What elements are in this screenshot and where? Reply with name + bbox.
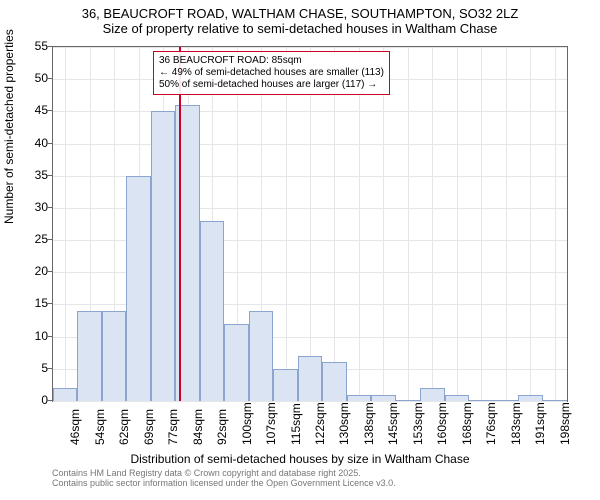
ytick-label: 45 bbox=[8, 103, 48, 117]
ytick-label: 50 bbox=[8, 71, 48, 85]
y-axis-label: Number of semi-detached properties bbox=[2, 29, 16, 224]
gridline-v bbox=[383, 47, 384, 401]
ytick-label: 10 bbox=[8, 329, 48, 343]
ytick-label: 5 bbox=[8, 361, 48, 375]
gridline-v bbox=[310, 47, 311, 401]
gridline-v bbox=[530, 47, 531, 401]
xtick-label: 107sqm bbox=[264, 402, 278, 445]
ytick-label: 55 bbox=[8, 39, 48, 53]
ytick-label: 30 bbox=[8, 200, 48, 214]
gridline-v bbox=[481, 47, 482, 401]
gridline-v bbox=[457, 47, 458, 401]
chart-container: 36, BEAUCROFT ROAD, WALTHAM CHASE, SOUTH… bbox=[0, 0, 600, 500]
xtick-label: 191sqm bbox=[533, 402, 547, 445]
ytick-label: 25 bbox=[8, 232, 48, 246]
gridline-v bbox=[555, 47, 556, 401]
histogram-bar bbox=[77, 311, 101, 401]
histogram-bar bbox=[518, 395, 542, 401]
histogram-bar bbox=[249, 311, 273, 401]
histogram-bar bbox=[445, 395, 469, 401]
xtick-label: 168sqm bbox=[460, 402, 474, 445]
xtick-label: 138sqm bbox=[362, 402, 376, 445]
xtick-label: 46sqm bbox=[68, 409, 82, 445]
xtick-label: 62sqm bbox=[117, 409, 131, 445]
histogram-bar bbox=[102, 311, 126, 401]
ytick-label: 20 bbox=[8, 264, 48, 278]
histogram-bar bbox=[151, 111, 175, 401]
gridline-v bbox=[408, 47, 409, 401]
xtick-label: 198sqm bbox=[558, 402, 572, 445]
histogram-bar bbox=[420, 388, 444, 401]
histogram-bar bbox=[126, 176, 150, 401]
ytick-label: 0 bbox=[8, 393, 48, 407]
annotation-box: 36 BEAUCROFT ROAD: 85sqm ← 49% of semi-d… bbox=[153, 51, 390, 95]
histogram-bar bbox=[298, 356, 322, 401]
xtick-label: 183sqm bbox=[509, 402, 523, 445]
histogram-bar bbox=[322, 362, 346, 401]
xtick-label: 92sqm bbox=[215, 409, 229, 445]
xtick-label: 77sqm bbox=[166, 409, 180, 445]
ytick-label: 40 bbox=[8, 136, 48, 150]
xtick-label: 130sqm bbox=[337, 402, 351, 445]
gridline-v bbox=[286, 47, 287, 401]
ytick-label: 15 bbox=[8, 296, 48, 310]
footer-line1: Contains HM Land Registry data © Crown c… bbox=[52, 468, 396, 478]
xtick-label: 160sqm bbox=[435, 402, 449, 445]
histogram-bar bbox=[543, 400, 567, 401]
xtick-label: 145sqm bbox=[386, 402, 400, 445]
xtick-label: 176sqm bbox=[484, 402, 498, 445]
histogram-bar bbox=[396, 400, 420, 401]
x-axis-label: Distribution of semi-detached houses by … bbox=[0, 452, 600, 466]
annotation-line2: ← 49% of semi-detached houses are smalle… bbox=[159, 67, 384, 79]
plot-area: 36 BEAUCROFT ROAD: 85sqm ← 49% of semi-d… bbox=[52, 46, 568, 402]
histogram-bar bbox=[371, 395, 395, 401]
histogram-bar bbox=[273, 369, 297, 401]
xtick-label: 122sqm bbox=[313, 402, 327, 445]
footer-line2: Contains public sector information licen… bbox=[52, 478, 396, 488]
xtick-label: 54sqm bbox=[93, 409, 107, 445]
histogram-bar bbox=[469, 400, 493, 401]
xtick-label: 84sqm bbox=[191, 409, 205, 445]
xtick-label: 115sqm bbox=[289, 403, 303, 445]
histogram-bar bbox=[347, 395, 371, 401]
xtick-label: 69sqm bbox=[142, 409, 156, 445]
histogram-bar bbox=[494, 400, 518, 401]
xtick-label: 100sqm bbox=[240, 402, 254, 445]
gridline-v bbox=[506, 47, 507, 401]
gridline-v bbox=[334, 47, 335, 401]
ytick-label: 35 bbox=[8, 168, 48, 182]
annotation-line3: 50% of semi-detached houses are larger (… bbox=[159, 79, 384, 91]
gridline-v bbox=[432, 47, 433, 401]
footer-attribution: Contains HM Land Registry data © Crown c… bbox=[52, 468, 396, 489]
xtick-label: 153sqm bbox=[411, 402, 425, 445]
title-line-2: Size of property relative to semi-detach… bbox=[0, 21, 600, 36]
title-line-1: 36, BEAUCROFT ROAD, WALTHAM CHASE, SOUTH… bbox=[0, 0, 600, 21]
gridline-v bbox=[359, 47, 360, 401]
histogram-bar bbox=[224, 324, 248, 401]
histogram-bar bbox=[53, 388, 77, 401]
histogram-bar bbox=[200, 221, 224, 401]
gridline-v bbox=[65, 47, 66, 401]
annotation-line1: 36 BEAUCROFT ROAD: 85sqm bbox=[159, 55, 384, 67]
marker-line bbox=[179, 47, 181, 401]
